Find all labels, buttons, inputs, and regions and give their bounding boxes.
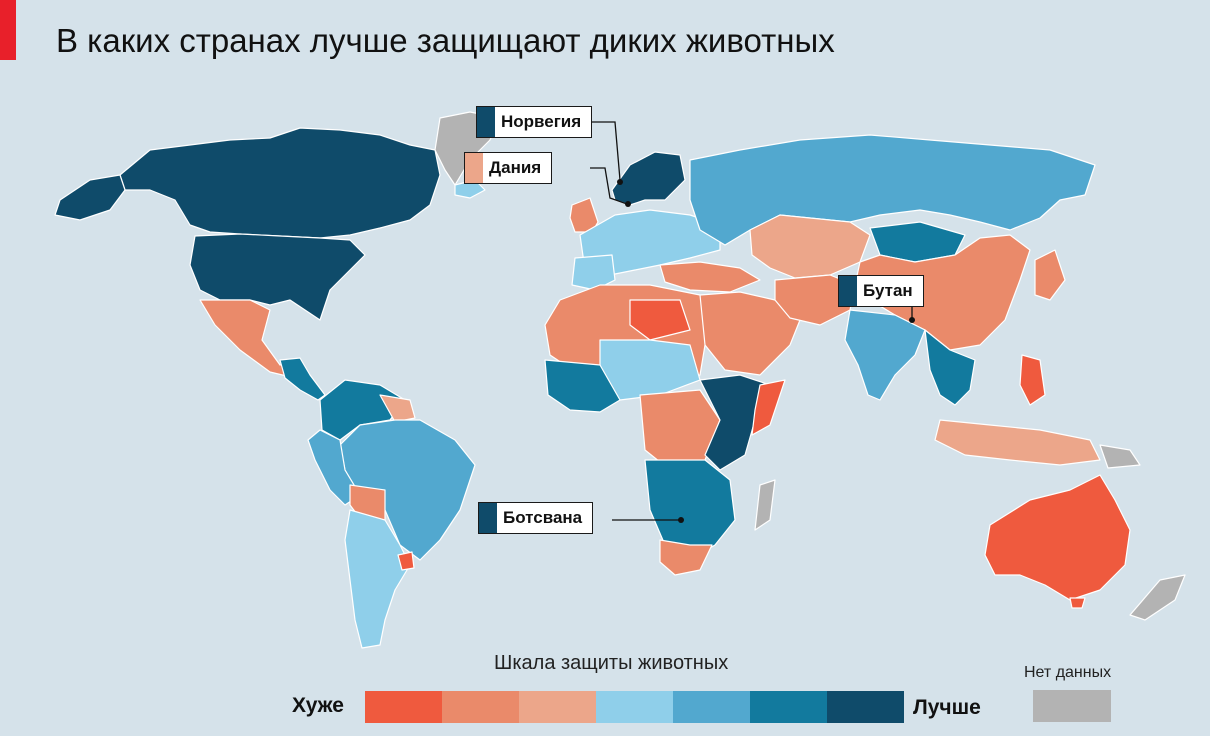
callout-label: Бутан xyxy=(863,281,913,300)
callout-swatch xyxy=(479,503,497,533)
argentina-chile xyxy=(344,509,411,649)
dot-denmark xyxy=(625,201,631,207)
china xyxy=(854,234,1031,351)
dot-norway xyxy=(617,179,623,185)
callout-label: Норвегия xyxy=(501,112,582,131)
accent-bar xyxy=(0,0,16,60)
russia xyxy=(689,134,1096,246)
libya xyxy=(629,299,691,341)
dot-bhutan xyxy=(909,317,915,323)
legend-no-data-label: Нет данных xyxy=(1024,664,1112,681)
legend-step-1 xyxy=(365,691,442,723)
legend-step-5 xyxy=(673,691,750,723)
legend-step-6 xyxy=(750,691,827,723)
callout-denmark: Дания xyxy=(464,152,553,184)
southern-africa xyxy=(644,459,736,561)
alaska xyxy=(54,174,126,221)
leader-norway xyxy=(590,121,621,181)
tasmania xyxy=(1069,597,1086,609)
leader-denmark xyxy=(590,167,628,205)
new-zealand xyxy=(1129,574,1186,621)
japan xyxy=(1034,249,1066,301)
callout-norway: Норвегия xyxy=(476,106,593,138)
usa xyxy=(189,233,366,321)
india xyxy=(844,309,926,401)
indonesia xyxy=(934,419,1101,466)
callout-bhutan: Бутан xyxy=(838,275,924,307)
page-title: В каких странах лучше защищают диких жив… xyxy=(56,22,835,59)
legend-better-label: Лучше xyxy=(913,696,981,719)
dot-botswana xyxy=(678,517,684,523)
madagascar xyxy=(754,479,776,531)
turkey-region xyxy=(659,261,761,293)
central-america xyxy=(279,357,326,401)
legend-worse-label: Хуже xyxy=(292,694,344,717)
callout-swatch xyxy=(839,276,857,306)
central-asia xyxy=(749,214,871,279)
scandinavia xyxy=(611,151,686,206)
new-guinea xyxy=(1099,444,1141,469)
guianas xyxy=(379,394,416,423)
philippines xyxy=(1019,354,1046,406)
callout-label: Ботсвана xyxy=(503,508,583,527)
australia xyxy=(984,474,1131,601)
legend-scale xyxy=(365,691,904,723)
southeast-asia xyxy=(924,329,976,406)
uruguay xyxy=(397,551,415,571)
canada xyxy=(119,127,441,239)
south-africa xyxy=(659,539,713,576)
legend-step-2 xyxy=(442,691,519,723)
horn-of-africa xyxy=(751,379,786,436)
peru xyxy=(307,429,361,506)
legend-no-data-swatch xyxy=(1033,690,1111,722)
east-africa xyxy=(699,374,771,471)
iran-region xyxy=(774,274,856,326)
callout-swatch xyxy=(465,153,483,183)
west-africa xyxy=(544,359,621,413)
legend-step-3 xyxy=(519,691,596,723)
callout-swatch xyxy=(477,107,495,137)
legend-step-4 xyxy=(596,691,673,723)
callout-label: Дания xyxy=(489,158,542,177)
legend-title: Шкала защиты животных xyxy=(494,652,729,674)
legend-step-7 xyxy=(827,691,904,723)
callout-botswana: Ботсвана xyxy=(478,502,594,534)
